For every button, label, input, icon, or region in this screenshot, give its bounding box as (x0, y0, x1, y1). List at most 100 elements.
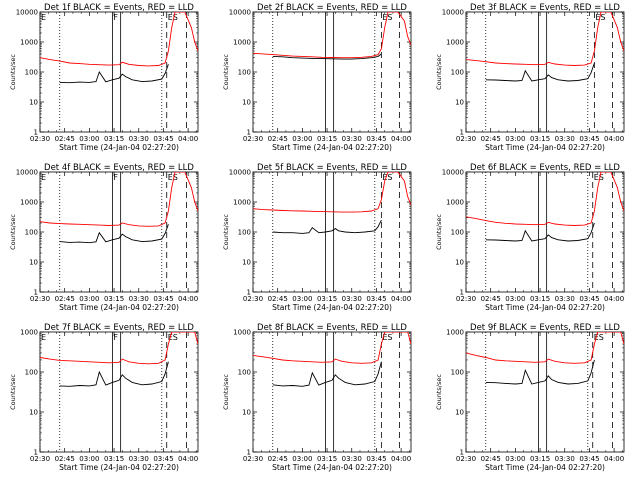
y-axis-label: Counts/sec (222, 214, 230, 250)
y-axis-label: Counts/sec (9, 54, 17, 90)
marker-label: F (113, 333, 118, 342)
y-tick-label: 1 (34, 449, 38, 457)
y-tick-label: 10000 (16, 9, 38, 17)
series-events-line (485, 62, 595, 82)
y-tick-label: 10 (29, 409, 38, 417)
x-tick-label: 02:45 (55, 295, 75, 303)
x-tick-label: 03:00 (79, 135, 99, 143)
x-tick-label: 03:00 (292, 135, 312, 143)
y-tick-label: 1 (247, 129, 251, 137)
y-tick-label: 10 (242, 409, 251, 417)
y-axis-label: Counts/sec (9, 374, 17, 410)
x-tick-label: 03:30 (555, 295, 575, 303)
x-tick-label: 04:00 (178, 295, 198, 303)
series-lld-line (466, 172, 624, 226)
marker-label: F (113, 13, 118, 22)
y-tick-label: 10000 (229, 9, 251, 17)
y-tick-label: 100 (451, 369, 464, 377)
x-tick-label: 03:45 (153, 295, 173, 303)
y-tick-label: 1000 (233, 199, 251, 207)
y-tick-label: 1000 (233, 39, 251, 47)
x-tick-label: 03:15 (317, 135, 337, 143)
y-tick-label: 100 (25, 69, 38, 77)
marker-label: E (41, 13, 46, 22)
x-axis-label: Start Time (24-Jan-04 02:27:20) (59, 463, 179, 472)
y-axis-label: Counts/sec (222, 374, 230, 410)
series-lld-line (40, 332, 198, 365)
x-axis-label: Start Time (24-Jan-04 02:27:20) (59, 303, 179, 312)
x-tick-label: 03:15 (104, 135, 124, 143)
y-tick-label: 100 (25, 229, 38, 237)
x-axis-label: Start Time (24-Jan-04 02:27:20) (272, 463, 392, 472)
x-tick-label: 04:00 (604, 135, 624, 143)
x-tick-label: 03:45 (579, 135, 599, 143)
y-axis-label: Counts/sec (9, 214, 17, 250)
series-events-line (59, 224, 169, 244)
x-tick-label: 03:00 (505, 295, 525, 303)
x-tick-label: 04:00 (391, 455, 411, 463)
y-axis-label: Counts/sec (435, 214, 443, 250)
y-tick-label: 1 (460, 449, 464, 457)
series-events-line (59, 361, 169, 387)
x-tick-label: 03:30 (342, 295, 362, 303)
x-tick-label: 02:30 (243, 135, 263, 143)
y-tick-label: 1 (460, 129, 464, 137)
x-tick-label: 02:45 (268, 455, 288, 463)
x-tick-label: 02:30 (456, 135, 476, 143)
y-tick-label: 10 (455, 259, 464, 267)
y-tick-label: 1 (460, 289, 464, 297)
y-tick-label: 10 (242, 259, 251, 267)
x-tick-label: 02:45 (481, 455, 501, 463)
x-tick-label: 02:45 (55, 135, 75, 143)
series-lld-line (40, 172, 198, 227)
panel-title: Det 6f BLACK = Events, RED = LLD (470, 163, 620, 173)
x-tick-label: 02:45 (481, 135, 501, 143)
x-tick-label: 03:15 (317, 295, 337, 303)
x-tick-label: 04:00 (604, 455, 624, 463)
y-tick-label: 1000 (20, 39, 38, 47)
panel-title: Det 9f BLACK = Events, RED = LLD (470, 323, 620, 333)
series-lld-line (466, 12, 624, 66)
y-tick-label: 100 (238, 369, 251, 377)
series-lld-line (40, 12, 198, 67)
series-lld-line (253, 172, 411, 213)
marker-label: ES (595, 13, 605, 22)
x-tick-label: 02:30 (456, 455, 476, 463)
x-tick-label: 03:15 (317, 455, 337, 463)
y-tick-label: 1000 (20, 199, 38, 207)
panel-title: Det 2f BLACK = Events, RED = LLD (257, 3, 407, 13)
x-axis-label: Start Time (24-Jan-04 02:27:20) (59, 143, 179, 152)
x-tick-label: 03:15 (530, 455, 550, 463)
panel-6: Det 6f BLACK = Events, RED = LLD 1 10 100 10… (435, 163, 625, 312)
x-axis-label: Start Time (24-Jan-04 02:27:20) (485, 143, 605, 152)
x-tick-label: 03:00 (505, 135, 525, 143)
panel-title: Det 3f BLACK = Events, RED = LLD (470, 3, 620, 13)
y-tick-label: 1 (34, 129, 38, 137)
y-tick-label: 10000 (442, 169, 464, 177)
series-events-line (272, 219, 382, 234)
y-tick-label: 1 (247, 449, 251, 457)
x-tick-label: 03:15 (530, 295, 550, 303)
y-tick-label: 10000 (442, 9, 464, 17)
panel-5: Det 5f BLACK = Events, RED = LLD 1 10 100 10… (222, 163, 412, 312)
x-tick-label: 03:45 (366, 295, 386, 303)
x-tick-label: 02:45 (268, 135, 288, 143)
marker-label: ES (168, 13, 178, 22)
y-tick-label: 10 (29, 99, 38, 107)
marker-label: E (41, 333, 46, 342)
series-events-line (272, 53, 382, 60)
x-tick-label: 03:30 (555, 455, 575, 463)
x-tick-label: 03:45 (579, 455, 599, 463)
series-events-line (485, 359, 595, 385)
plot-frame (39, 11, 199, 133)
x-tick-label: 03:00 (79, 455, 99, 463)
marker-label: ES (594, 173, 604, 182)
x-tick-label: 03:30 (129, 455, 149, 463)
series-lld-line (253, 12, 411, 59)
x-tick-label: 02:30 (30, 135, 50, 143)
series-lld-line (253, 332, 411, 364)
y-tick-label: 100 (451, 69, 464, 77)
plot-frame (465, 171, 625, 293)
plot-frame (39, 171, 199, 293)
panel-2: Det 2f BLACK = Events, RED = LLD 1 10 100 10… (222, 3, 412, 152)
